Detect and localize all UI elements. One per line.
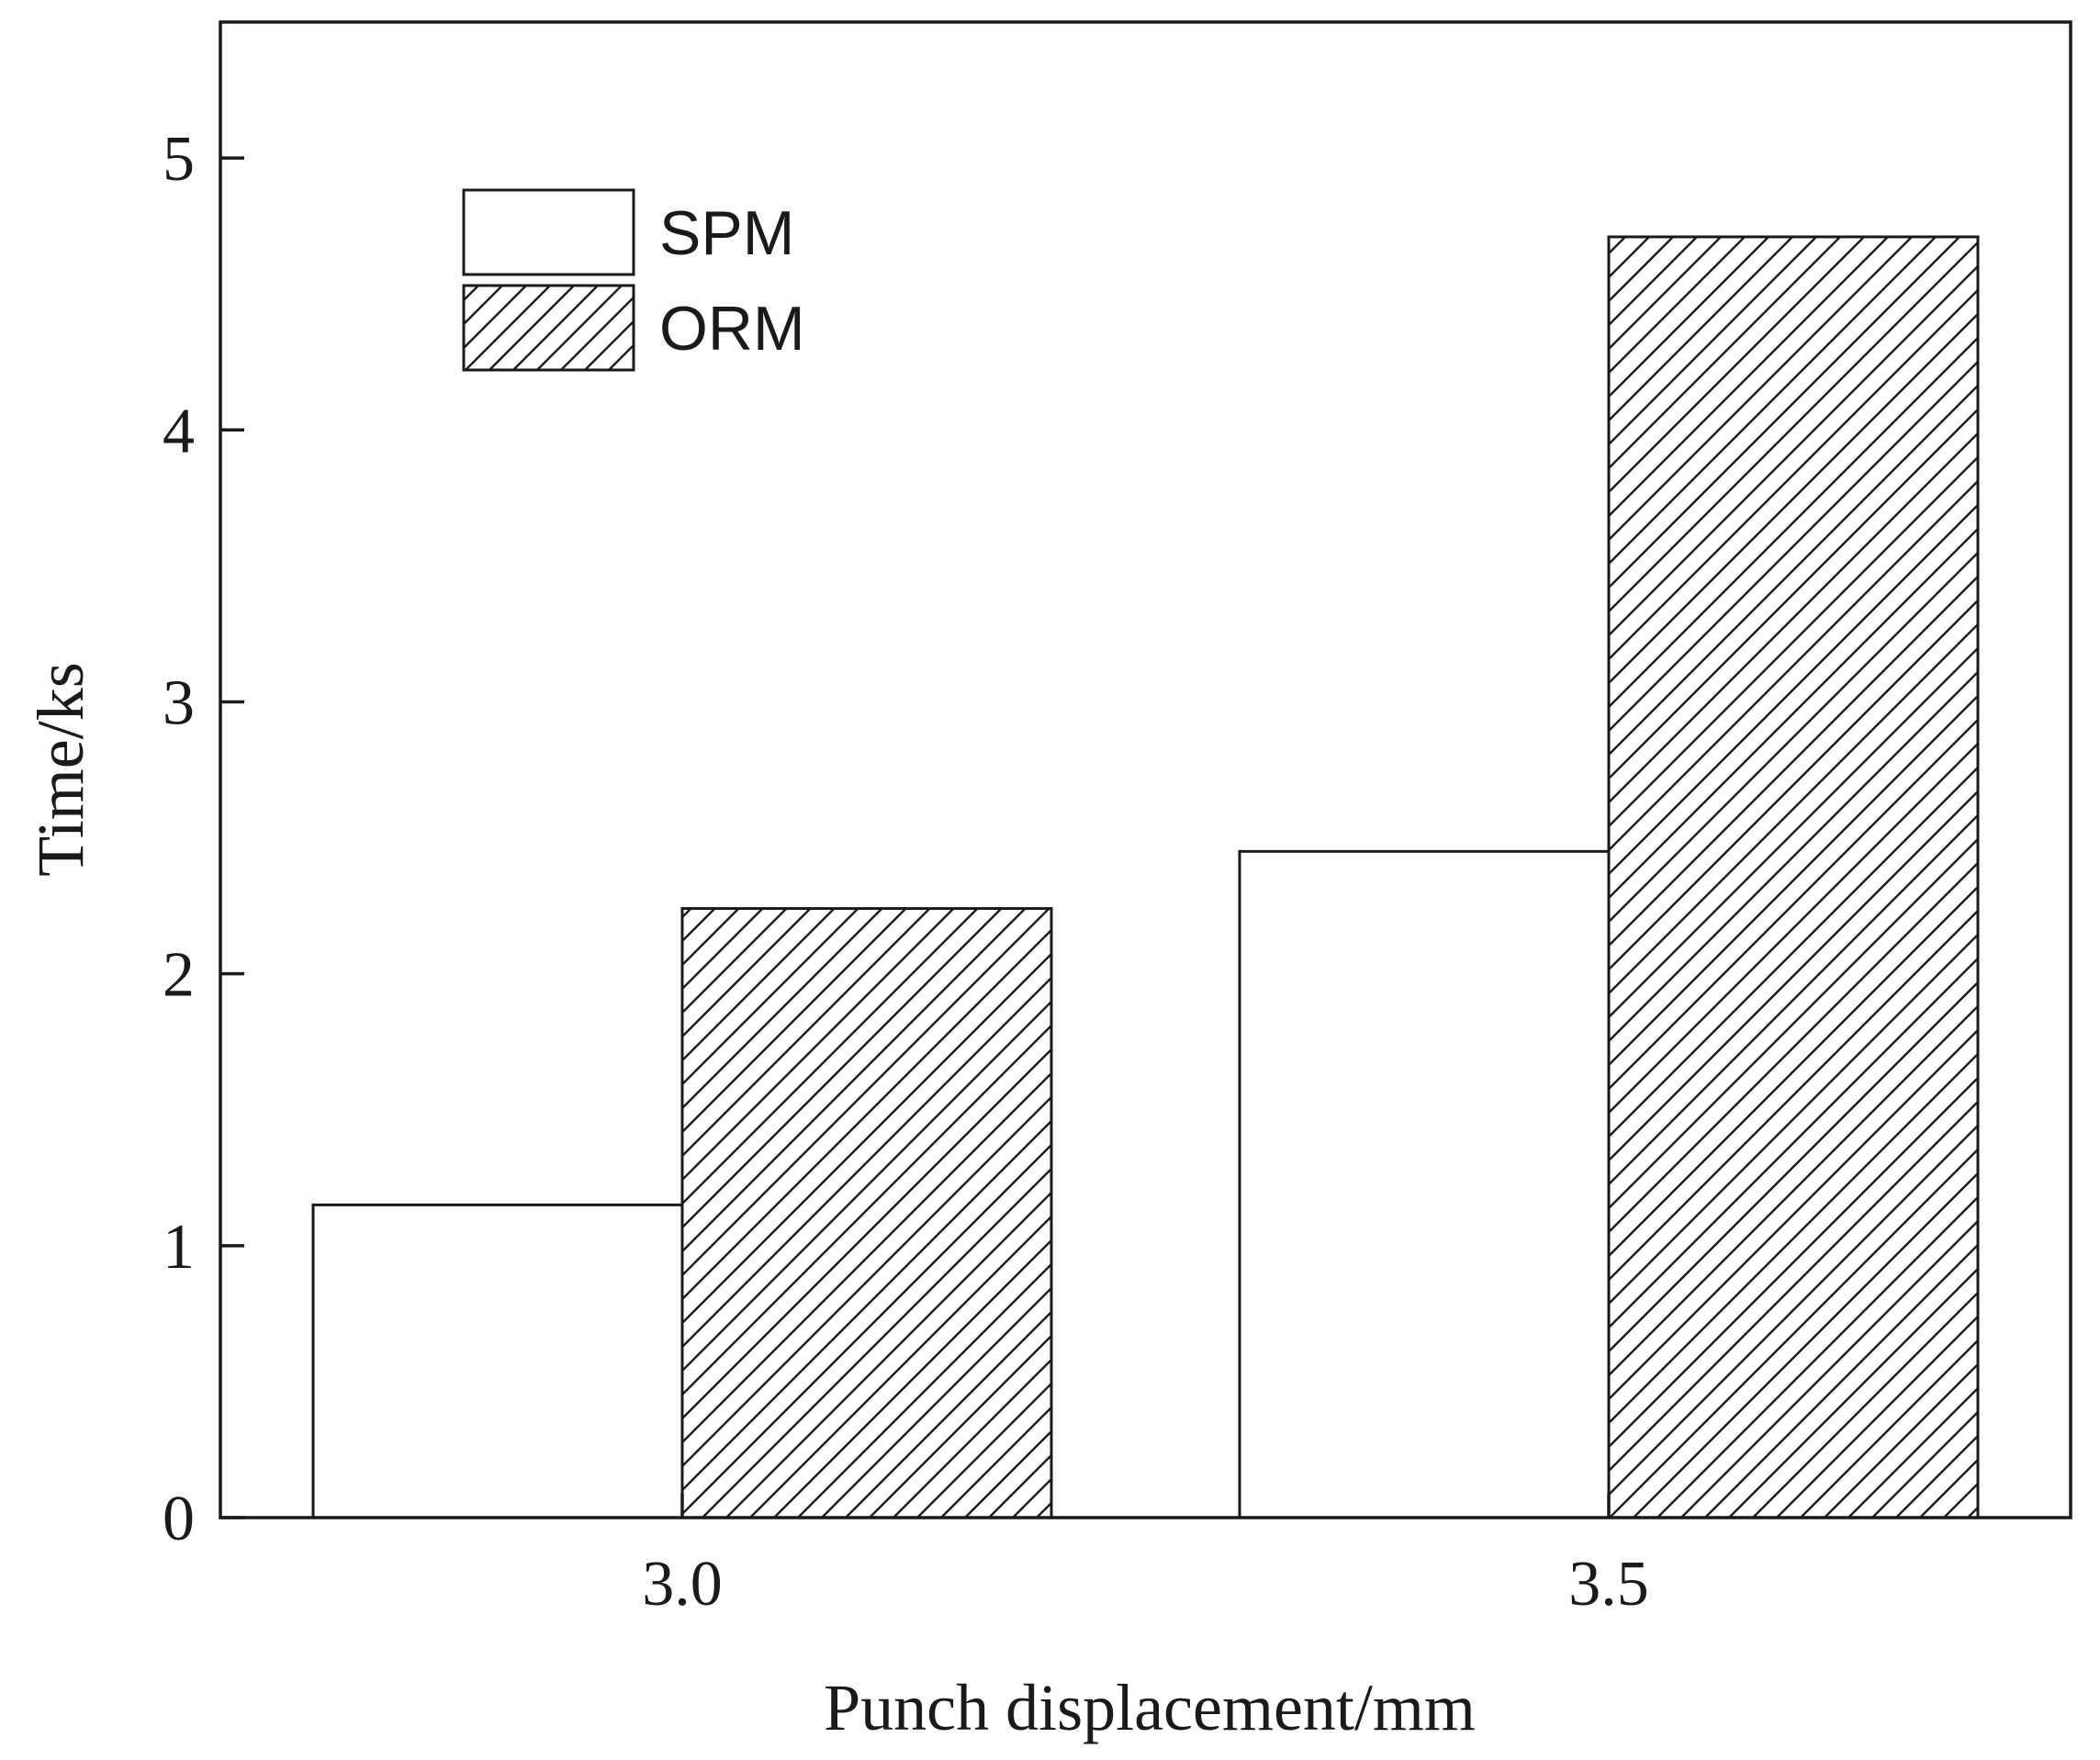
plot-frame: [219, 20, 2072, 1519]
bars-layer: [311, 235, 1980, 1519]
x-tick-label: 3.5: [1568, 1549, 1649, 1620]
legend: SPM ORM: [462, 188, 805, 372]
y-tick-label: 4: [163, 396, 195, 466]
bar-orm-3-0: [680, 907, 1053, 1519]
legend-label-spm: SPM: [659, 198, 794, 268]
x-tick-label: 3.0: [642, 1549, 723, 1620]
y-tick-label: 2: [163, 940, 195, 1011]
y-axis-label: Time/ks: [24, 662, 97, 876]
bar-spm-3-0: [311, 1203, 684, 1519]
legend-swatch-orm: [462, 284, 635, 372]
legend-swatch-spm: [462, 188, 635, 276]
bar-orm-3-5: [1607, 235, 1980, 1519]
axes-layer: 0 1 2 3 4 5 3.0 3.5: [163, 20, 2072, 1620]
y-tick-label: 5: [163, 124, 195, 195]
legend-label-orm: ORM: [659, 294, 805, 364]
bar-spm-3-5: [1238, 849, 1611, 1519]
y-tick-label: 3: [163, 667, 195, 738]
x-axis-label: Punch displacement/mm: [824, 1671, 1476, 1744]
y-tick-label: 0: [163, 1484, 195, 1554]
y-tick-label: 1: [163, 1212, 195, 1283]
